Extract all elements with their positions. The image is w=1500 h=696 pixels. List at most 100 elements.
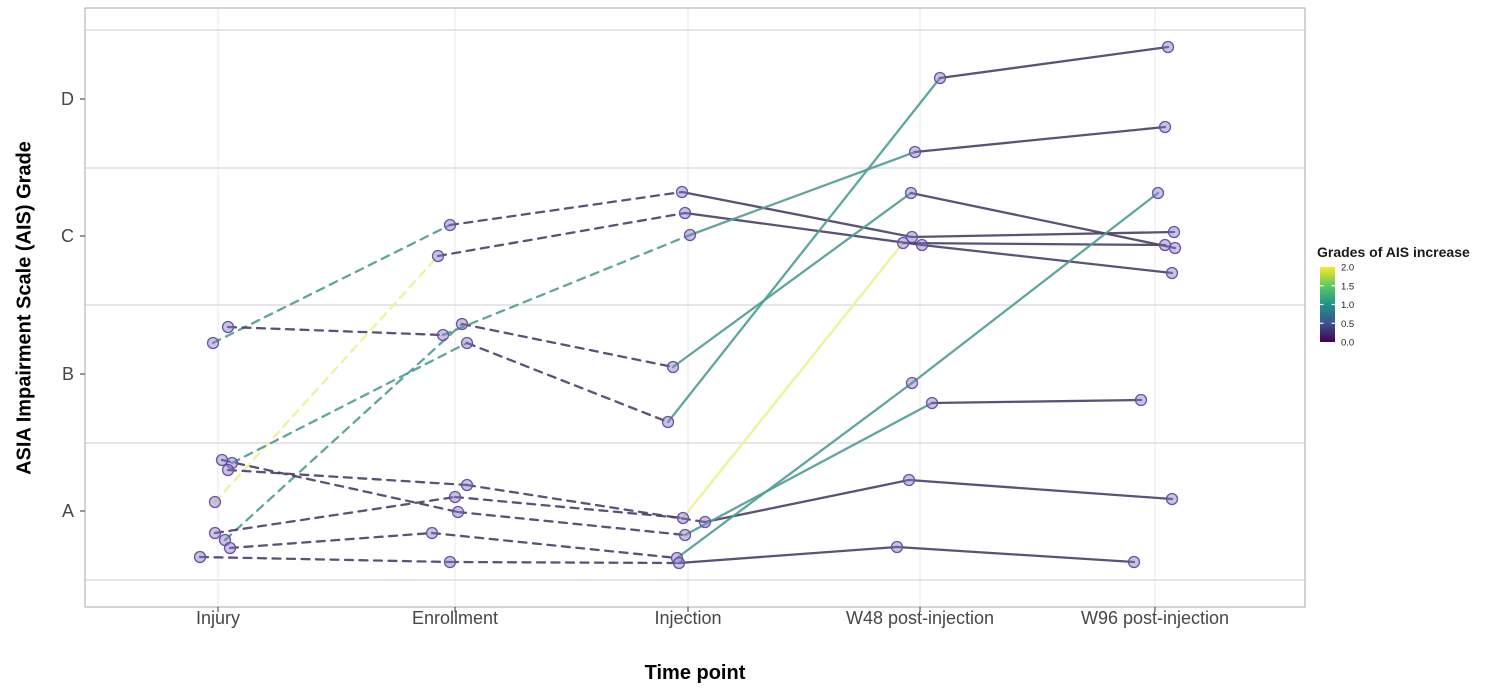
patient-trajectory <box>226 125 1167 337</box>
patient-trajectory <box>226 468 1174 524</box>
y-tick-labels: D C B A <box>61 89 74 521</box>
data-point <box>1151 186 1165 200</box>
data-points <box>193 40 1182 570</box>
data-point <box>431 249 445 263</box>
trajectory-segment <box>228 531 434 550</box>
trajectory-segment <box>671 191 913 369</box>
data-point <box>905 230 919 244</box>
trajectory-segment <box>913 125 1167 154</box>
data-point <box>904 186 918 200</box>
x-tick-label: Enrollment <box>412 608 498 628</box>
data-point <box>676 511 690 525</box>
y-tick-label: A <box>62 501 74 521</box>
trajectory-segment <box>230 341 469 465</box>
y-axis-title: ASIA Impairment Scale (AIS) Grade <box>13 141 36 475</box>
x-tick-labels: Injury Enrollment Injection W48 post-inject… <box>196 608 1229 628</box>
trajectory-segment <box>448 560 681 565</box>
trajectory-segment <box>441 233 692 337</box>
trajectory-segment <box>907 478 1174 501</box>
data-point <box>902 473 916 487</box>
y-tick-label: C <box>61 226 74 246</box>
trajectory-segment <box>683 401 934 537</box>
data-point <box>672 556 686 570</box>
data-point <box>443 218 457 232</box>
colorbar-tick-label: 0.0 <box>1341 338 1354 349</box>
trajectory-segment <box>211 223 452 345</box>
patient-trajectory <box>220 398 1143 537</box>
trajectory-segment <box>910 191 1160 385</box>
trajectory-segment <box>930 398 1143 405</box>
trajectory-segment <box>226 468 469 487</box>
data-point <box>425 526 439 540</box>
data-point <box>455 317 469 331</box>
x-tick-label: W96 post-injection <box>1081 608 1229 628</box>
trajectory-segment <box>448 190 684 227</box>
data-point <box>1167 225 1181 239</box>
plot-panel <box>85 8 1305 607</box>
y-tick-label: B <box>62 364 74 384</box>
trajectory-segment <box>198 555 452 564</box>
colorbar-tick-label: 1.0 <box>1341 300 1354 311</box>
data-point <box>443 555 457 569</box>
trajectory-segment <box>465 483 707 524</box>
data-point <box>666 360 680 374</box>
data-point <box>908 145 922 159</box>
data-point <box>933 71 947 85</box>
trajectory-segment <box>688 150 917 237</box>
data-point <box>451 505 465 519</box>
trajectory-segment <box>901 241 1167 247</box>
x-tick-label: Injury <box>196 608 240 628</box>
data-point <box>221 463 235 477</box>
data-point <box>905 376 919 390</box>
data-point <box>460 336 474 350</box>
trajectory-segment <box>683 211 924 247</box>
trajectory-segment <box>213 495 457 535</box>
data-point <box>698 515 712 529</box>
patient-trajectory <box>228 191 1160 560</box>
colorbar <box>1320 267 1335 342</box>
data-point <box>1165 266 1179 280</box>
data-point <box>1168 241 1182 255</box>
trajectory-segment <box>675 381 914 560</box>
trajectory-segment <box>895 545 1136 564</box>
data-point <box>925 396 939 410</box>
data-point <box>215 453 229 467</box>
data-point <box>221 320 235 334</box>
colorbar-tick-label: 1.5 <box>1341 281 1354 292</box>
trajectory-segment <box>460 322 675 369</box>
data-point <box>1127 555 1141 569</box>
trajectory-segment <box>453 495 685 520</box>
trajectory-segment <box>226 325 445 337</box>
data-point <box>896 236 910 250</box>
data-point <box>1158 120 1172 134</box>
data-point <box>890 540 904 554</box>
trajectory-segment <box>436 211 687 258</box>
data-point <box>193 550 207 564</box>
trajectory-segment <box>677 545 899 565</box>
data-point <box>1158 238 1172 252</box>
trajectory-segment <box>220 458 460 514</box>
horizontal-gridlines <box>85 29 1305 581</box>
axis-ticks <box>80 98 1156 612</box>
data-point <box>436 328 450 342</box>
patient-trajectory <box>223 191 1177 542</box>
x-tick-label: W48 post-injection <box>846 608 994 628</box>
patient-trajectory <box>211 190 1176 345</box>
trajectory-segment <box>920 243 1174 275</box>
trajectory-segment <box>456 510 687 537</box>
trajectories <box>198 45 1177 565</box>
legend-title: Grades of AIS increase <box>1317 244 1470 260</box>
trajectory-segment <box>465 341 670 424</box>
panel-border <box>84 7 1306 608</box>
patient-trajectory <box>213 241 1167 535</box>
colorbar-tick-label: 0.5 <box>1341 319 1354 330</box>
data-point <box>915 238 929 252</box>
y-tick-label: D <box>61 89 74 109</box>
data-point <box>678 206 692 220</box>
trajectory-segment <box>680 190 914 239</box>
trajectory-segment <box>681 241 905 520</box>
data-point <box>661 415 675 429</box>
data-point <box>206 336 220 350</box>
x-axis-title: Time point <box>644 662 746 684</box>
